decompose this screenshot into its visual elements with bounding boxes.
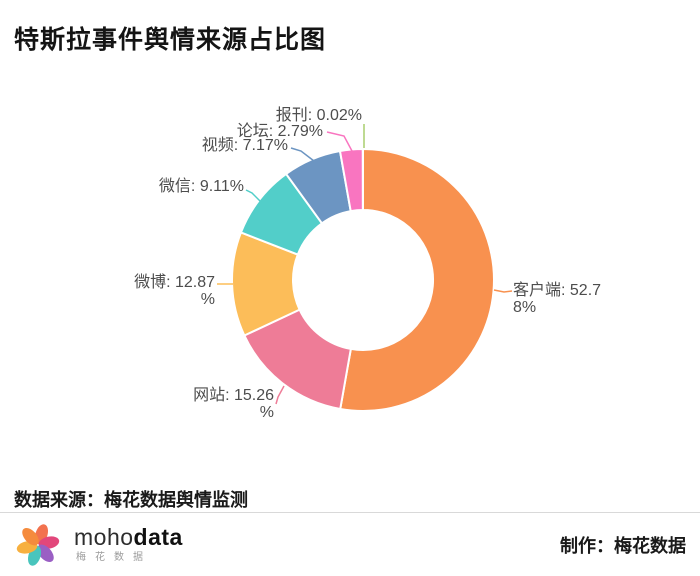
label-leader-视频 — [290, 147, 315, 162]
slice-label-报刊: 报刊: 0.02% — [276, 106, 362, 124]
slice-label-微博: 微博: 12.87% — [134, 273, 215, 308]
credit-text: 制作：梅花数据 — [560, 535, 686, 556]
footer-divider — [0, 512, 700, 513]
slice-label-论坛: 论坛: 2.79% — [237, 122, 323, 140]
footer: mohodata 梅花数据 制作：梅花数据 — [0, 513, 700, 576]
brand-name-light: moho — [74, 524, 134, 550]
brand-name: mohodata — [74, 526, 183, 549]
slice-label-网站: 网站: 15.26% — [193, 386, 274, 421]
brand-block: mohodata 梅花数据 — [14, 521, 183, 569]
mohodata-pinwheel-logo-icon — [16, 523, 60, 566]
brand-subtitle: 梅花数据 — [76, 552, 152, 563]
logo-petal — [22, 527, 39, 545]
label-leader-网站 — [275, 385, 285, 405]
donut-chart: 客户端: 52.7 8% 网站: 15.26 % 微博: 12.87 % 微信: 9.11%… — [134, 106, 601, 421]
brand-name-bold: data — [133, 524, 183, 550]
slice-label-微信: 微信: 9.11% — [159, 177, 244, 195]
pie-slice-客户端[interactable] — [339, 148, 495, 412]
label-leader-微信 — [245, 189, 262, 203]
label-leader-客户端 — [493, 289, 513, 293]
slice-label-视频: 视频: 7.17% — [202, 136, 288, 154]
logo-petal — [37, 544, 54, 562]
data-source-note: 数据来源：梅花数据舆情监测 — [14, 490, 248, 510]
slice-label-客户端: 客户端: 52.7 8% — [513, 281, 601, 316]
page-title: 特斯拉事件舆情来源占比图 — [14, 26, 327, 54]
brand-text: mohodata 梅花数据 — [74, 526, 183, 563]
label-leader-论坛 — [326, 131, 353, 152]
